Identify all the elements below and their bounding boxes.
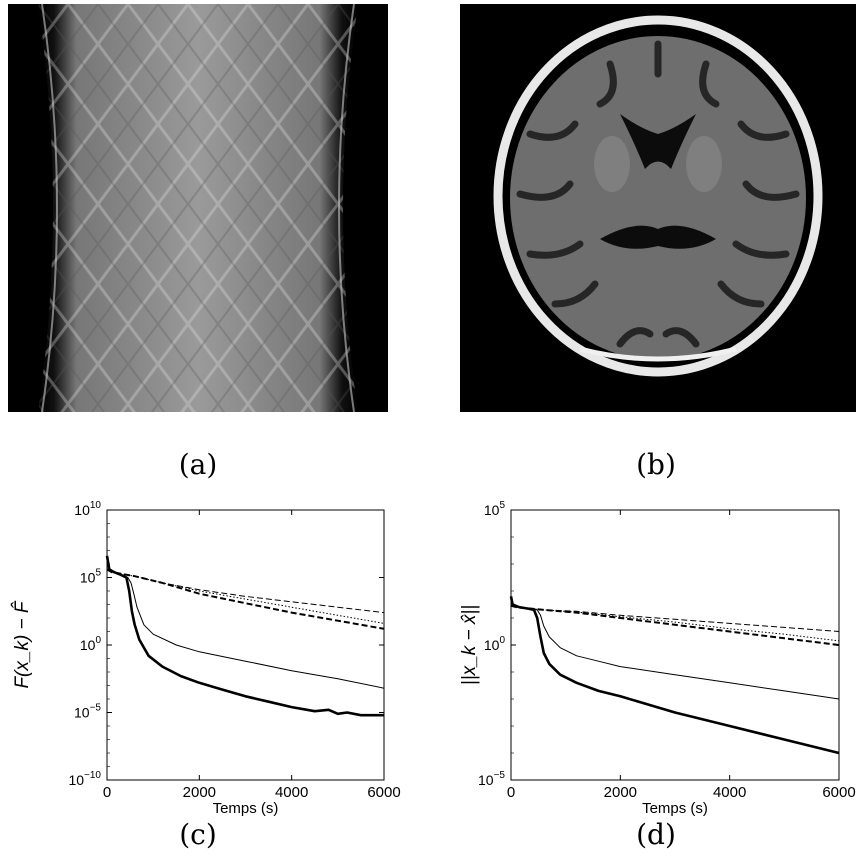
series-line-thick-dashed <box>510 604 840 646</box>
series-line-thin-solid <box>106 555 385 689</box>
y-tick-exponent: −5 <box>494 770 506 781</box>
series-line-thin-dashed <box>510 605 840 632</box>
plot-frame <box>106 509 385 781</box>
y-tick-base: 10 <box>80 570 96 586</box>
y-tick-label: 10−5 <box>74 703 101 721</box>
y-axis-label: F(x_k) − F̂ <box>11 600 33 688</box>
y-tick-exponent: 5 <box>499 500 505 511</box>
caption-c: (c) <box>179 818 217 851</box>
y-tick-label: 105 <box>80 568 102 586</box>
y-tick-label: 105 <box>484 500 506 518</box>
y-tick-base: 10 <box>484 502 500 518</box>
y-tick-exponent: 0 <box>95 635 101 646</box>
y-tick-exponent: 10 <box>90 500 102 511</box>
x-tick-label: 4000 <box>275 784 308 801</box>
y-tick-base: 10 <box>484 637 500 653</box>
series-line-dotted <box>106 568 385 624</box>
y-tick-exponent: −5 <box>90 703 102 714</box>
series-line-dotted <box>510 605 840 642</box>
y-tick-label: 100 <box>484 635 506 653</box>
sinogram-image <box>8 4 388 412</box>
y-tick-label: 1010 <box>74 500 101 518</box>
brain-mri-image <box>460 4 856 412</box>
x-axis-label: Temps (s) <box>213 800 279 817</box>
y-tick-base: 10 <box>74 502 90 518</box>
series-line-thin-dashed <box>106 568 385 614</box>
y-tick-base: 10 <box>478 772 494 788</box>
x-axis-label: Temps (s) <box>642 800 708 817</box>
y-tick-label: 10−10 <box>68 770 101 788</box>
x-tick-label: 4000 <box>713 784 746 801</box>
x-tick-label: 2000 <box>183 784 216 801</box>
x-tick-label: 2000 <box>604 784 637 801</box>
x-tick-label: 6000 <box>822 784 855 801</box>
x-tick-label: 0 <box>103 784 111 801</box>
x-tick-label: 0 <box>507 784 515 801</box>
y-tick-exponent: 0 <box>499 635 505 646</box>
caption-a: (a) <box>178 448 218 481</box>
y-tick-base: 10 <box>80 637 96 653</box>
plot-frame <box>510 509 840 781</box>
caption-d: (d) <box>636 818 676 851</box>
y-tick-base: 10 <box>74 705 90 721</box>
y-axis-label: ||x_k − x̂|| <box>459 605 480 685</box>
y-tick-label: 100 <box>80 635 102 653</box>
x-tick-label: 6000 <box>367 784 400 801</box>
series-line-thick-dashed <box>106 568 385 630</box>
y-tick-label: 10−5 <box>478 770 505 788</box>
y-tick-base: 10 <box>68 772 84 788</box>
y-tick-exponent: −10 <box>84 770 101 781</box>
y-tick-exponent: 5 <box>95 568 101 579</box>
caption-b: (b) <box>636 448 676 481</box>
